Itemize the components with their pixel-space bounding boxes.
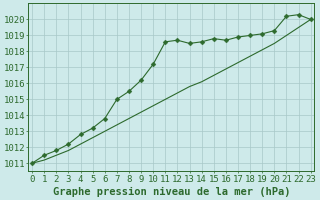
X-axis label: Graphe pression niveau de la mer (hPa): Graphe pression niveau de la mer (hPa) <box>52 186 290 197</box>
